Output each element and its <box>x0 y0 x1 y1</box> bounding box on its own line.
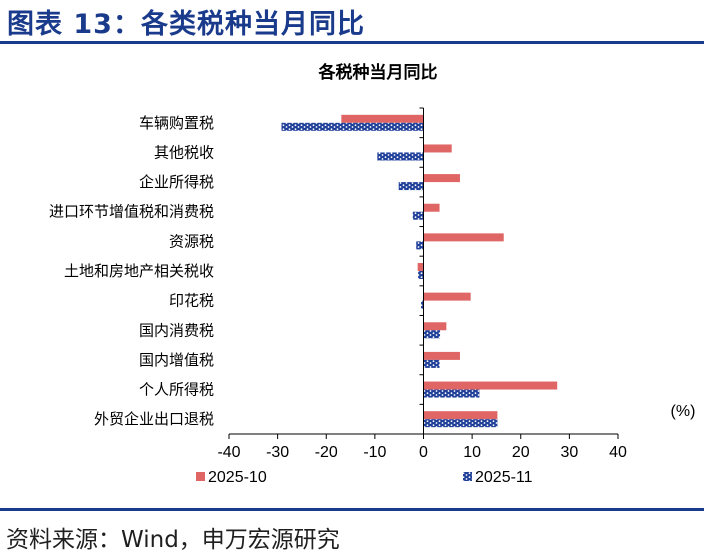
legend: 2025-10 2025-11 <box>196 469 533 486</box>
category-label: 资源税 <box>169 232 214 250</box>
bar-2025-10 <box>423 411 498 420</box>
category-label: 车辆购置税 <box>139 114 214 132</box>
category-label: 个人所得税 <box>139 381 214 399</box>
bar-2025-11 <box>377 152 424 161</box>
bar-2025-11 <box>423 419 498 428</box>
axes: -40 -30 -20 -10 0 10 20 30 40 <box>217 107 627 461</box>
bar-2025-11 <box>398 182 424 191</box>
bar-2025-11 <box>416 241 424 250</box>
category-labels: 车辆购置税其他税收企业所得税进口环节增值税和消费税资源税土地和房地产相关税收印花… <box>49 114 214 428</box>
category-label: 国内消费税 <box>139 321 214 339</box>
bar-2025-10 <box>423 381 558 390</box>
bars <box>281 114 558 428</box>
category-label: 进口环节增值税和消费税 <box>49 203 214 221</box>
tax-yoy-bar-chart: 各税种当月同比 (%) 车辆购置税其他税收企业所得税进口环节增值税和消费税资源税… <box>49 62 696 486</box>
category-label: 土地和房地产相关税收 <box>64 262 214 280</box>
bar-2025-11 <box>423 330 441 339</box>
bar-2025-11 <box>418 271 424 279</box>
unit-label: (%) <box>671 403 696 420</box>
bar-2025-10 <box>423 233 504 242</box>
footer-rule <box>0 508 704 511</box>
x-tick-label: 20 <box>512 444 530 461</box>
category-label: 其他税收 <box>154 143 214 161</box>
legend-label: 2025-11 <box>475 469 533 486</box>
bar-2025-10 <box>417 263 424 271</box>
x-tick-label: -30 <box>266 444 289 461</box>
chart-title: 各税种当月同比 <box>318 62 438 83</box>
figure-title: 图表 13：各类税种当月同比 <box>7 9 365 40</box>
bar-2025-11 <box>423 389 480 398</box>
x-tick-label: -20 <box>315 444 338 461</box>
bar-2025-10 <box>423 351 460 360</box>
legend-label: 2025-10 <box>208 469 267 486</box>
category-label: 外贸企业出口退税 <box>94 410 214 428</box>
category-label: 印花税 <box>169 292 214 310</box>
bar-2025-10 <box>423 292 471 301</box>
bar-2025-10 <box>341 114 424 123</box>
category-label: 国内增值税 <box>139 351 214 369</box>
legend-swatch-2025-11 <box>463 472 472 481</box>
bar-2025-10 <box>423 203 440 212</box>
x-tick-label: 0 <box>419 444 428 461</box>
x-tick-label: 10 <box>463 444 481 461</box>
bar-2025-10 <box>423 144 452 153</box>
x-tick-label: -40 <box>217 444 240 461</box>
legend-swatch-2025-10 <box>196 472 205 481</box>
bar-2025-10 <box>423 322 447 331</box>
category-label: 企业所得税 <box>139 173 214 191</box>
bar-2025-10 <box>423 174 460 183</box>
source-note: 资料来源：Wind，申万宏源研究 <box>6 527 340 553</box>
x-tick-label: -10 <box>363 444 386 461</box>
x-tick-label: 30 <box>560 444 578 461</box>
bar-2025-11 <box>421 300 424 309</box>
x-tick-label: 40 <box>609 444 627 461</box>
bar-2025-11 <box>281 122 424 131</box>
bar-2025-11 <box>412 211 424 220</box>
bar-2025-11 <box>423 359 440 368</box>
header-rule <box>0 41 704 44</box>
